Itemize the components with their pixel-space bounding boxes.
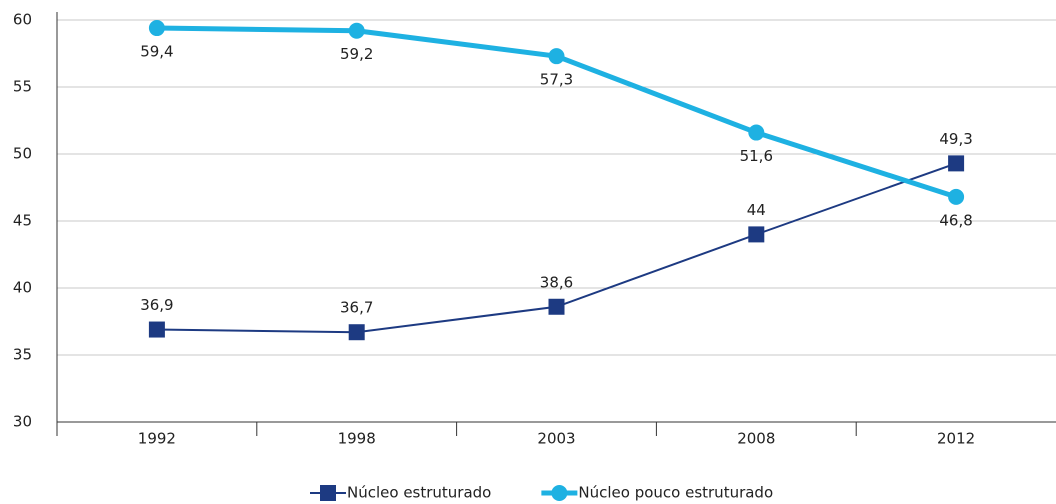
legend-marker — [320, 485, 336, 501]
marker — [348, 22, 365, 39]
legend-label: Núcleo pouco estruturado — [578, 484, 773, 502]
x-tick-label: 2003 — [537, 430, 575, 448]
data-label: 59,2 — [340, 45, 373, 63]
y-tick-label: 55 — [13, 78, 32, 96]
marker — [948, 188, 965, 205]
marker — [748, 124, 765, 141]
marker — [348, 324, 365, 341]
y-tick-label: 35 — [13, 346, 32, 364]
marker — [148, 321, 165, 338]
y-tick-label: 40 — [13, 279, 32, 297]
legend-marker — [551, 485, 568, 501]
marker — [548, 298, 565, 315]
data-label: 59,4 — [140, 43, 173, 61]
x-tick-label: 1998 — [338, 430, 376, 448]
data-label: 44 — [747, 201, 766, 219]
data-label: 46,8 — [939, 211, 972, 229]
marker — [748, 226, 765, 243]
data-label: 51,6 — [740, 147, 773, 165]
data-label: 57,3 — [540, 71, 573, 89]
y-tick-label: 30 — [13, 413, 32, 431]
data-label: 38,6 — [540, 273, 573, 291]
x-tick-label: 2008 — [737, 430, 775, 448]
x-tick-label: 1992 — [138, 430, 176, 448]
x-tick-label: 2012 — [937, 430, 975, 448]
data-label: 36,7 — [340, 299, 373, 317]
legend-label: Núcleo estruturado — [347, 484, 491, 502]
y-tick-label: 50 — [13, 145, 32, 163]
marker — [948, 155, 965, 172]
data-label: 49,3 — [939, 130, 972, 148]
y-tick-label: 60 — [13, 11, 32, 29]
data-label: 36,9 — [140, 296, 173, 314]
marker — [548, 48, 565, 65]
marker — [148, 20, 165, 37]
y-tick-label: 45 — [13, 212, 32, 230]
